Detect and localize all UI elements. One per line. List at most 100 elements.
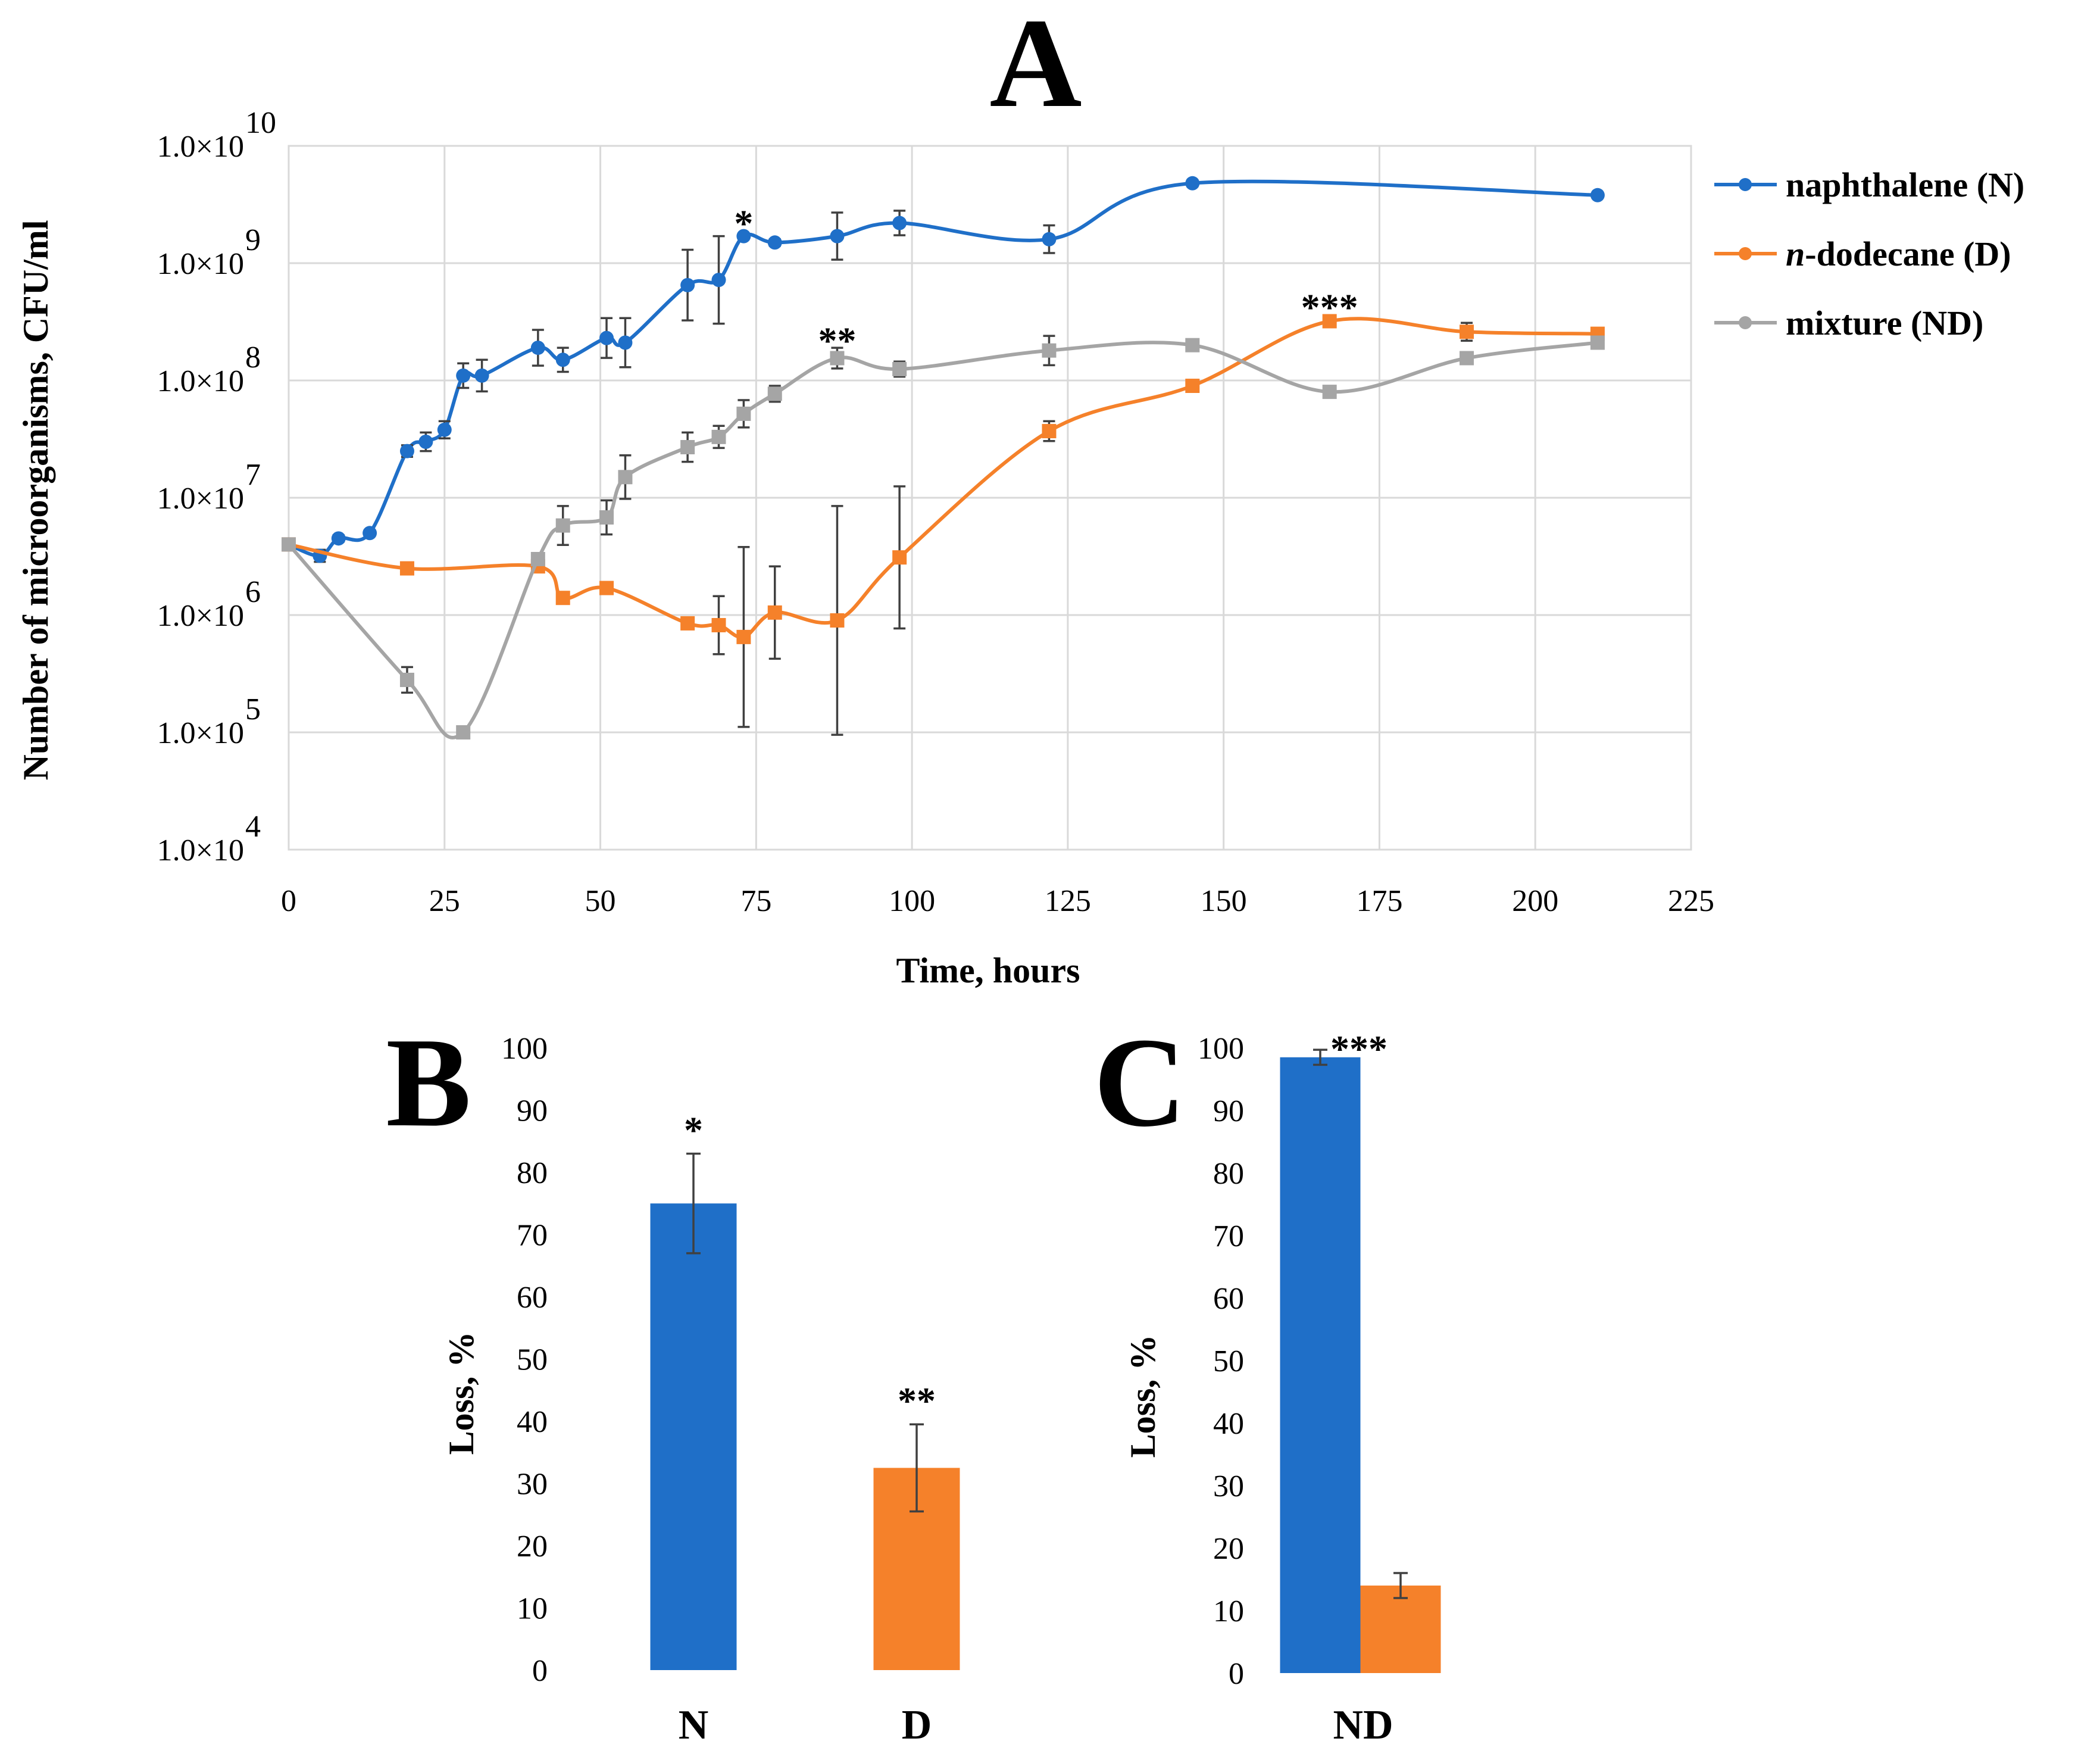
panel-c-y-tick-label: 10 [1213,1594,1244,1628]
panel-b-y-tick-label: 100 [501,1032,548,1066]
panel-b-y-tick-label: 50 [517,1343,548,1377]
panel-b-y-tick-label: 60 [517,1281,548,1315]
panel-a-annotations: ****** [734,202,1358,361]
data-point [680,277,695,292]
data-point [680,616,695,631]
data-point [599,510,614,525]
data-point [711,617,726,632]
data-point [711,429,726,444]
panel-a-y-tick-base: 1.0×10 [157,247,244,281]
panel-a-y-tick-label: 1.0×10 [157,364,244,398]
panel-a-y-tick-exponent: 8 [245,341,261,375]
legend-label: mixture (ND) [1786,304,1983,342]
panel-a-x-tick-label: 50 [585,884,616,918]
data-point [555,352,570,367]
panel-c-y-tick-label: 40 [1213,1407,1244,1441]
data-point [282,537,296,552]
panel-a-line-chart: A 1.0×10101.0×1091.0×1081.0×1071.0×1061.… [16,0,2024,990]
panel-a-y-tick-base: 1.0×10 [157,364,244,398]
panel-b-y-ticks: 0 10 20 30 40 50 60 70 80 90 100 [501,1032,548,1688]
bar-N [1280,1057,1361,1673]
data-point [1042,424,1057,439]
panel-a-letter: A [989,0,1082,134]
data-point [736,629,751,644]
data-point [830,229,845,244]
data-point [456,725,471,739]
bar-D [1360,1586,1441,1673]
panel-c-y-tick-label: 30 [1213,1469,1244,1503]
legend-label: naphthalene (N) [1786,166,2024,204]
data-point [736,406,751,421]
panel-c-bars: *** [1280,1028,1441,1673]
panel-b-y-tick-label: 90 [517,1094,548,1128]
panel-a-x-tick-label: 175 [1356,884,1402,918]
panel-c-bar-chart: C 0 10 20 30 40 50 60 70 80 90 100 *** Loss, % ND [1093,1011,1441,1748]
data-point [555,591,570,606]
panel-a-y-tick-exponent: 10 [245,106,276,140]
data-point [680,440,695,455]
panel-a-x-tick-label: 200 [1512,884,1558,918]
panel-a-y-tick-label: 1.0×10 [157,834,244,867]
data-point [530,552,545,567]
significance-marker: *** [1330,1028,1388,1070]
panel-c-y-tick-label: 60 [1213,1282,1244,1316]
panel-a-y-tick-exponent: 6 [245,575,261,609]
panel-c-category-label: ND [1333,1702,1393,1748]
panel-b-y-tick-label: 30 [517,1468,548,1502]
panel-a-y-tick-exponent: 5 [245,692,261,726]
legend-marker [1739,178,1752,191]
panel-a-legend: naphthalene (N) n-dodecane (D) mixture (ND… [1714,166,2024,342]
panel-a-y-tick-exponent: 9 [245,223,261,257]
data-point [418,435,433,450]
legend-marker [1739,316,1752,329]
panel-a-x-tick-label: 0 [281,884,296,918]
panel-a-y-tick-base: 1.0×10 [157,599,244,633]
data-point [555,518,570,533]
panel-a-y-tick-base: 1.0×10 [157,482,244,516]
panel-a-x-tick-label: 150 [1201,884,1247,918]
data-point [1042,343,1057,358]
panel-c-y-ticks: 0 10 20 30 40 50 60 70 80 90 100 [1198,1032,1244,1691]
panel-a-y-tick-label: 1.0×10 [157,130,244,164]
data-point [1590,188,1605,202]
panel-b-y-tick-label: 80 [517,1156,548,1190]
data-point [362,526,377,541]
data-point [892,216,907,230]
data-point [892,361,907,376]
panel-a-x-tick-label: 125 [1045,884,1091,918]
panel-b-y-tick-label: 0 [532,1654,548,1688]
data-point [767,605,782,620]
significance-marker: ** [898,1380,936,1422]
data-point [1322,385,1337,400]
data-point [1185,338,1200,352]
data-point [1460,351,1474,366]
panel-a-x-axis-title: Time, hours [896,951,1080,990]
data-point [618,335,633,350]
panel-a-x-tick-label: 75 [740,884,771,918]
significance-marker: * [734,202,753,244]
category-label: D [902,1702,932,1748]
series-line [287,341,1598,739]
data-point [599,581,614,595]
panel-c-y-tick-label: 80 [1213,1157,1244,1191]
data-point [711,273,726,288]
category-label: N [679,1702,709,1748]
panel-a-y-tick-label: 1.0×10 [157,247,244,281]
data-point [1460,324,1474,339]
data-point [830,351,845,366]
panel-a-x-tick-label: 225 [1668,884,1714,918]
data-point [1185,176,1200,191]
panel-a-series [282,176,1605,739]
data-point [530,341,545,355]
data-point [1185,379,1200,394]
panel-a-y-tick-base: 1.0×10 [157,834,244,867]
panel-c-y-tick-label: 50 [1213,1344,1244,1378]
panel-a-y-tick-base: 1.0×10 [157,130,244,164]
data-point [767,235,782,250]
panel-c-y-tick-label: 0 [1229,1657,1244,1691]
panel-c-y-tick-label: 70 [1213,1219,1244,1253]
panel-a-gridlines [288,145,1692,851]
panel-b-y-tick-label: 10 [517,1592,548,1626]
panel-a-x-ticks: 0 25 50 75 100 125 150 175 200 225 [281,884,1714,918]
panel-c-y-tick-label: 20 [1213,1532,1244,1566]
